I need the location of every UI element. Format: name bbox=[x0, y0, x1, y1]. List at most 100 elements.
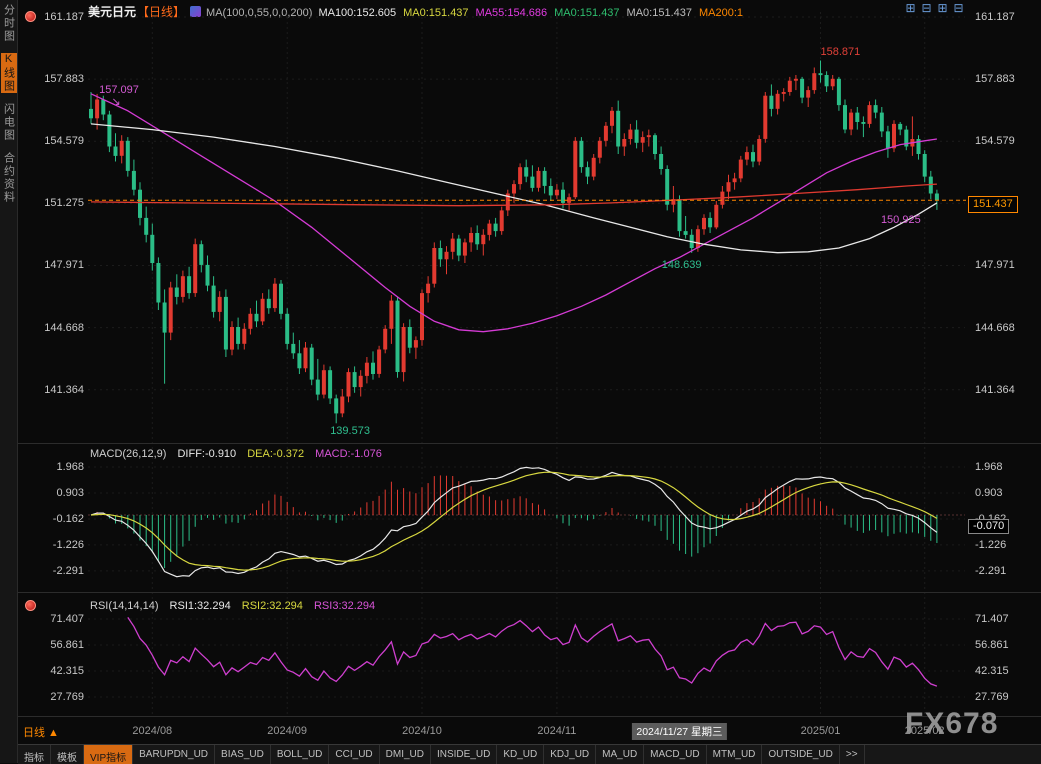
panel-separator bbox=[18, 443, 1041, 444]
tab-vip指标[interactable]: VIP指标 bbox=[84, 745, 134, 764]
price-axis-label: 144.668 bbox=[975, 321, 1015, 334]
price-axis-label: 147.971 bbox=[975, 259, 1015, 272]
price-axis-label: 157.883 bbox=[44, 73, 84, 86]
tab-bias-ud[interactable]: BIAS_UD bbox=[215, 745, 271, 764]
macd-axis-label: -2.291 bbox=[52, 564, 84, 577]
macd-axis-label: 1.968 bbox=[56, 460, 84, 473]
rsi-axis-label: 71.407 bbox=[975, 613, 1009, 625]
window-layout-icons: ⊞ ⊟ ⊞ ⊟ bbox=[904, 2, 965, 14]
ma-value-label: MA0:151.437 bbox=[403, 7, 469, 19]
macd-axis-label: 0.903 bbox=[975, 486, 1003, 499]
ma-value-label: MA200:1 bbox=[698, 7, 744, 19]
ma-values: MA100:152.605 MA0:151.437 MA55:154.686 MA0:… bbox=[318, 7, 750, 19]
tab-outside-ud[interactable]: OUTSIDE_UD bbox=[762, 745, 840, 764]
panel-separator bbox=[18, 716, 1041, 717]
macd-axis-label: -2.291 bbox=[975, 564, 1007, 577]
date-axis-label: 2024/10 bbox=[402, 725, 442, 737]
rsi-axis-label: 56.861 bbox=[50, 639, 84, 651]
rsi2-label: RSI2:32.294 bbox=[241, 600, 303, 612]
panel-separator bbox=[18, 592, 1041, 593]
sidebar-item-4[interactable]: 合约资料 bbox=[2, 152, 15, 204]
layout-icon-3[interactable]: ⊞ bbox=[937, 1, 948, 15]
macd-axis-label: -1.226 bbox=[52, 538, 84, 551]
rsi3-label: RSI3:32.294 bbox=[313, 600, 376, 612]
tab-ma-ud[interactable]: MA_UD bbox=[596, 745, 645, 764]
rsi-axis-label: 27.769 bbox=[975, 691, 1009, 703]
timeframe-label[interactable]: 【日线】 bbox=[137, 5, 186, 19]
date-axis-label: 2024/11 bbox=[537, 725, 577, 737]
date-axis-label: 2024/09 bbox=[267, 725, 308, 737]
ma-line-MA100 bbox=[90, 123, 938, 254]
watermark: FX678 bbox=[905, 707, 999, 740]
crosshair-date-label: 2024/11/27 星期三 bbox=[632, 723, 727, 740]
tab-模板[interactable]: 模板 bbox=[51, 745, 84, 764]
macd-axis-label: -0.162 bbox=[52, 512, 84, 525]
tab-指标[interactable]: 指标 bbox=[18, 745, 51, 764]
price-annotation: 158.871 bbox=[820, 45, 861, 58]
tab-barupdn-ud[interactable]: BARUPDN_UD bbox=[133, 745, 216, 764]
date-axis-label: 2024/08 bbox=[132, 725, 173, 737]
rsi-params-label: RSI(14,14,14) bbox=[90, 600, 159, 612]
ma-params-label: MA(100,0,55,0,0,200) bbox=[206, 7, 313, 19]
price-axis-label: 161.187 bbox=[44, 11, 84, 23]
sidebar-item-1[interactable]: 分时图 bbox=[2, 4, 15, 43]
tab-kdj-ud[interactable]: KDJ_UD bbox=[544, 745, 597, 764]
sidebar-item-2[interactable]: K线图 bbox=[0, 53, 17, 93]
rsi-axis-label: 42.315 bbox=[975, 665, 1009, 677]
rsi-axis-label: 56.861 bbox=[975, 639, 1009, 651]
ma-value-label: MA100:152.605 bbox=[318, 7, 397, 19]
panel-indicator-dot bbox=[25, 600, 36, 611]
price-annotation: 148.639 bbox=[661, 258, 702, 271]
sidebar: 分时图 K线图闪电图合约资料 bbox=[0, 0, 18, 763]
macd-axis-label: -1.226 bbox=[975, 538, 1007, 551]
price-annotation: 150.925 bbox=[880, 213, 921, 226]
macd-axis-label: 0.903 bbox=[56, 486, 84, 499]
tab-cci-ud[interactable]: CCI_UD bbox=[329, 745, 380, 764]
candles bbox=[89, 60, 939, 424]
price-annotation: 139.573 bbox=[330, 425, 370, 438]
rsi-line bbox=[127, 617, 938, 687]
ma-value-label: MA0:151.437 bbox=[626, 7, 692, 19]
layout-icon-1[interactable]: ⊞ bbox=[905, 1, 916, 15]
price-axis-label: 161.187 bbox=[975, 11, 1015, 23]
macd-value-label: MACD:-1.076 bbox=[315, 448, 382, 460]
tab-mtm-ud[interactable]: MTM_UD bbox=[707, 745, 763, 764]
rsi-axis-label: 42.315 bbox=[50, 665, 84, 677]
layout-icon-2[interactable]: ⊟ bbox=[921, 1, 932, 15]
price-axis-label: 154.579 bbox=[975, 135, 1015, 148]
price-axis-label: 154.579 bbox=[44, 135, 84, 148]
indicator-settings-icon[interactable] bbox=[190, 6, 202, 17]
macd-dea-line bbox=[90, 471, 938, 571]
price-axis-label: 151.275 bbox=[44, 197, 84, 210]
tab-dmi-ud[interactable]: DMI_UD bbox=[380, 745, 431, 764]
tab-kd-ud[interactable]: KD_UD bbox=[497, 745, 545, 764]
rsi1-label: RSI1:32.294 bbox=[169, 600, 231, 612]
sidebar-item-3[interactable]: 闪电图 bbox=[2, 103, 15, 142]
layout-icon-4[interactable]: ⊟ bbox=[953, 1, 964, 15]
rsi-axis-label: 27.769 bbox=[50, 691, 84, 703]
chart-legend: 美元日元【日线】 MA(100,0,55,0,0,200) MA100:152.60… bbox=[88, 3, 750, 20]
ma-line-MA200 bbox=[90, 183, 937, 207]
macd-histogram bbox=[96, 475, 938, 568]
current-price-badge: 151.437 bbox=[968, 196, 1018, 213]
price-axis-label: 141.364 bbox=[975, 383, 1015, 396]
tab--[interactable]: >> bbox=[840, 745, 865, 764]
ma-value-label: MA55:154.686 bbox=[475, 7, 548, 19]
timeframe-dropdown[interactable]: 日线 ▲ bbox=[23, 727, 59, 739]
date-axis-label: 2025/01 bbox=[800, 725, 841, 737]
macd-axis-label: 1.968 bbox=[975, 460, 1003, 473]
rsi-header: RSI(14,14,14) RSI1:32.294 RSI2:32.294 RS… bbox=[90, 600, 383, 612]
tab-boll-ud[interactable]: BOLL_UD bbox=[271, 745, 330, 764]
tab-inside-ud[interactable]: INSIDE_UD bbox=[431, 745, 498, 764]
tab-macd-ud[interactable]: MACD_UD bbox=[644, 745, 707, 764]
price-axis-label: 147.971 bbox=[44, 259, 84, 272]
macd-diff-line bbox=[90, 466, 938, 578]
ma-value-label: MA0:151.437 bbox=[554, 7, 620, 19]
panel-indicator-dot bbox=[25, 11, 36, 22]
price-annotation: 157.097 ↘ bbox=[99, 84, 139, 109]
price-axis-label: 141.364 bbox=[44, 383, 84, 396]
price-axis-label: 157.883 bbox=[975, 73, 1015, 86]
symbol-title: 美元日元 bbox=[88, 5, 137, 19]
